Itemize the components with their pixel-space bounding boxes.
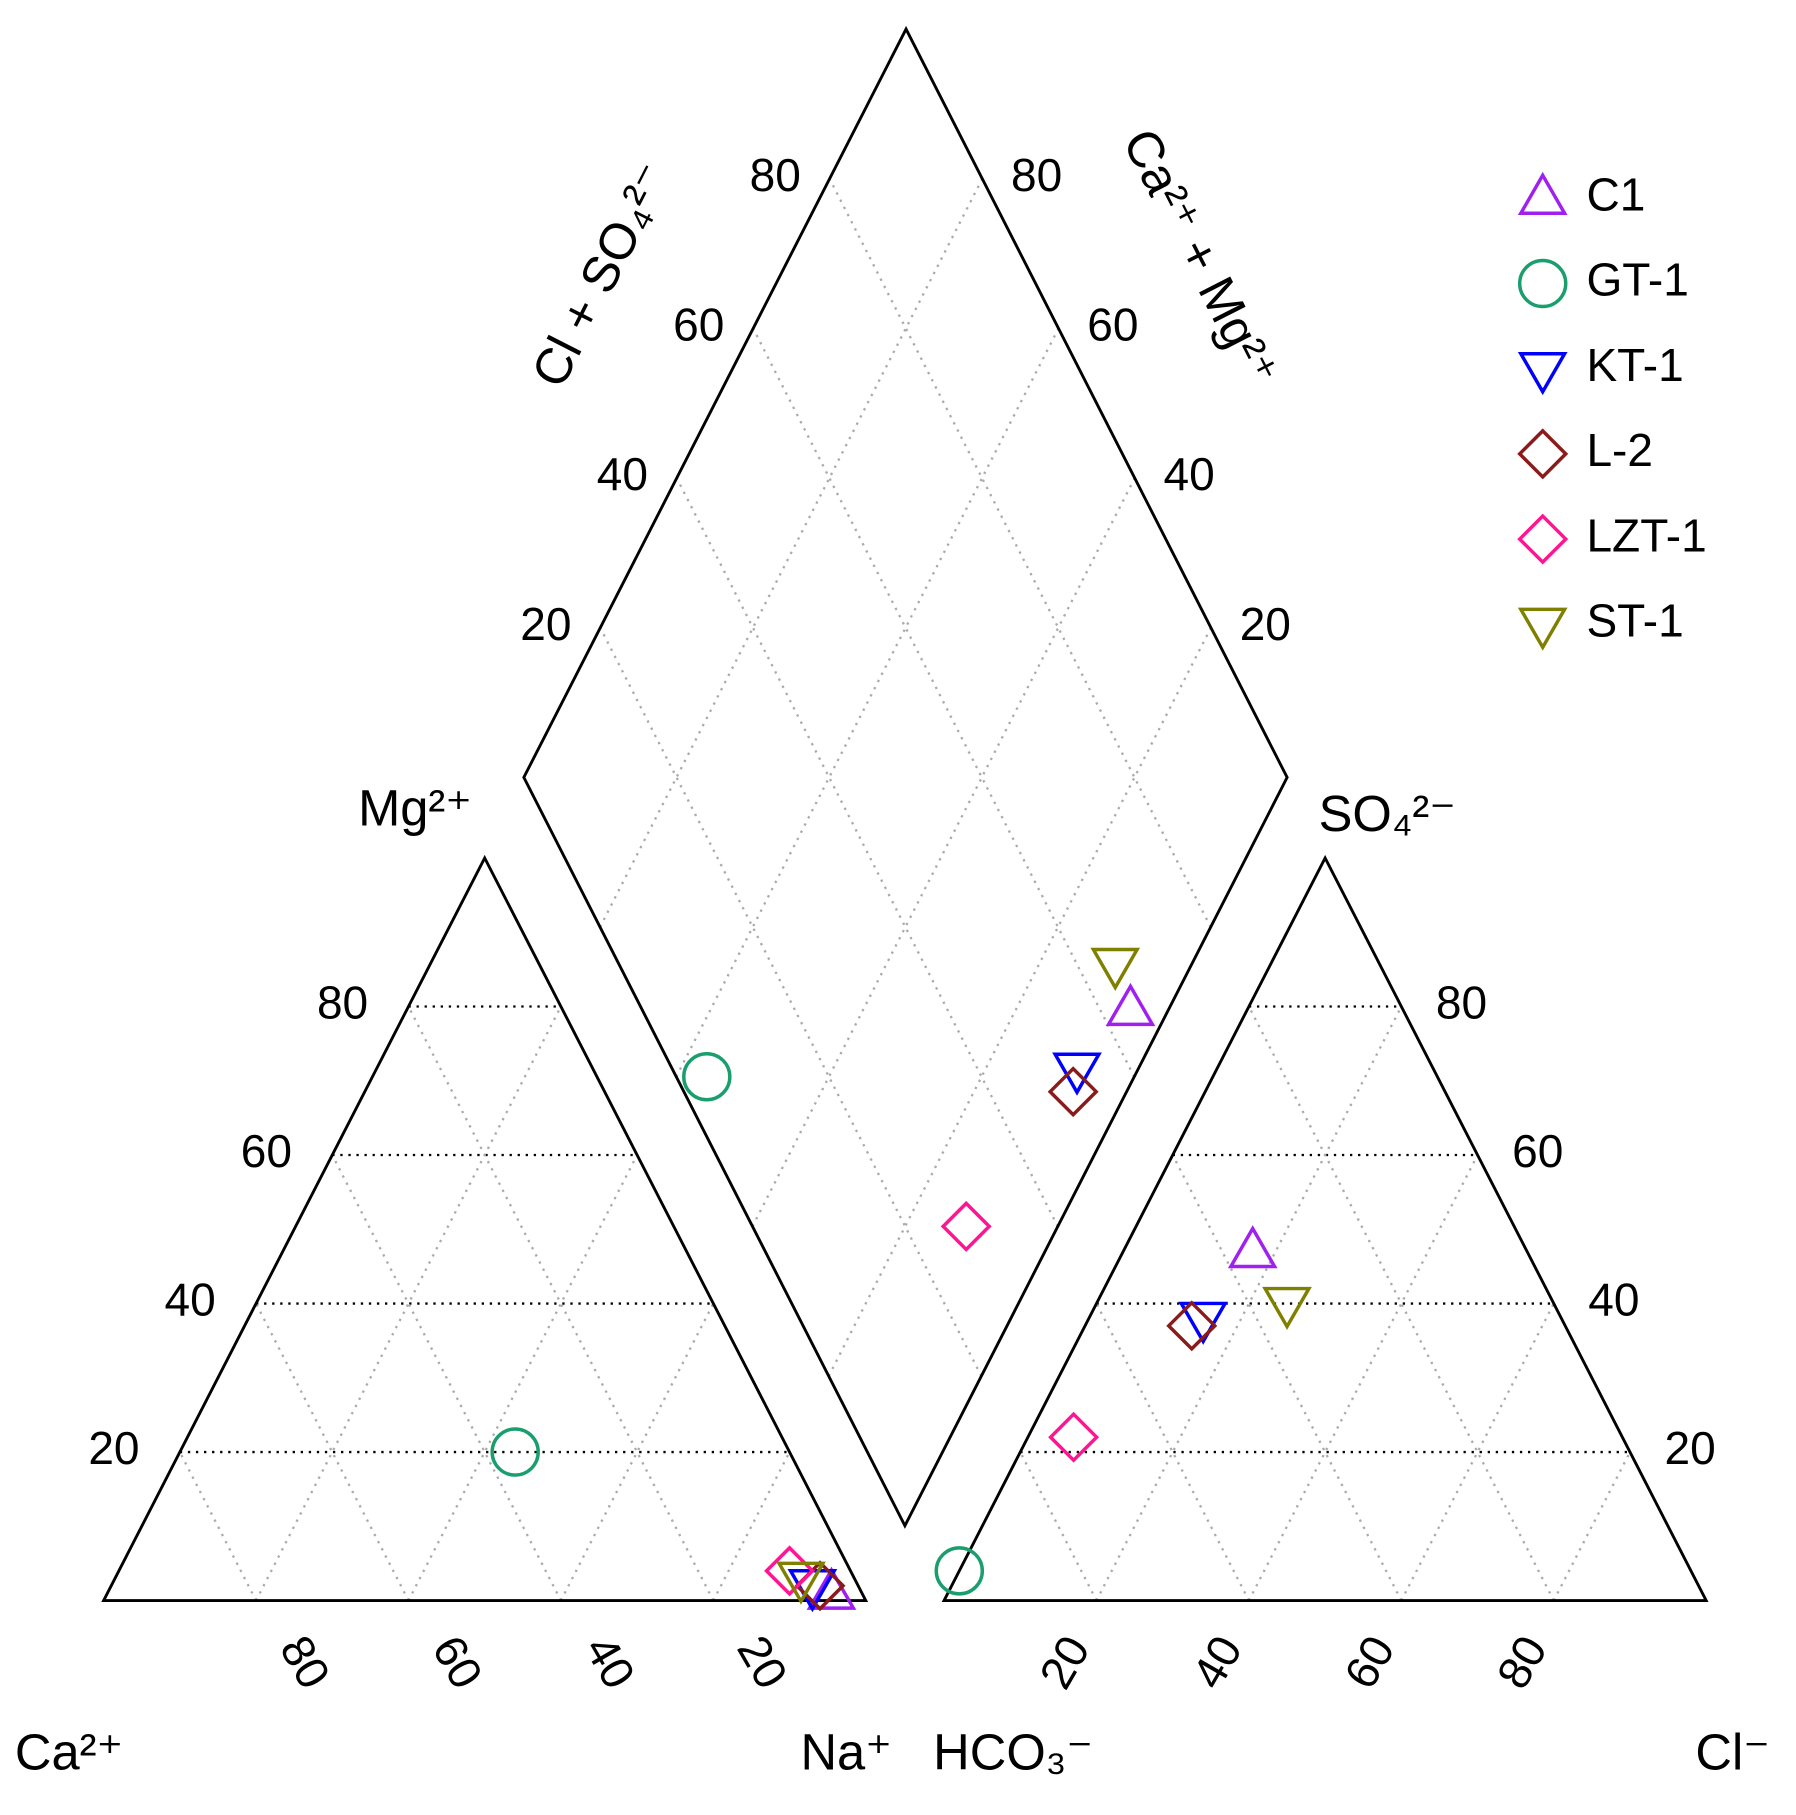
legend-marker (1517, 258, 1568, 309)
anion-point (934, 1546, 985, 1596)
hco3-label: HCO₃⁻ (933, 1723, 1093, 1780)
grid-line (1019, 1451, 1098, 1602)
legend-marker (1517, 352, 1568, 396)
grid-line (407, 1005, 715, 1602)
cl-so4-label: Cl + SO₄²⁻ (520, 154, 681, 396)
grid-line (827, 627, 1212, 1377)
grid-line (1171, 1154, 1403, 1602)
legend-marker (1517, 513, 1569, 565)
grid-line (1247, 1005, 1555, 1602)
anion-triangle (941, 854, 1709, 1603)
mg-tick-label: 60 (241, 1125, 292, 1177)
ca-mg-tick-label: 20 (1240, 598, 1291, 650)
so4-tick-label: 20 (1665, 1422, 1716, 1474)
grid-line (599, 178, 984, 928)
grid-line (1247, 1154, 1479, 1602)
ca-mg-label: Ca²⁺ + Mg²⁺ (1112, 120, 1290, 395)
cl-tick-label: 40 (1181, 1627, 1252, 1697)
grid-line (407, 1154, 639, 1602)
anion-point (1178, 1301, 1229, 1345)
ca-mg-tick-label: 40 (1163, 448, 1214, 500)
so4-label: SO₄²⁻ (1319, 785, 1456, 842)
cation-point (490, 1427, 540, 1477)
grid-line (1095, 1005, 1403, 1602)
ca-tick-label: 20 (727, 1627, 798, 1697)
cl-label: Cl⁻ (1695, 1723, 1770, 1780)
cation-point (776, 1561, 826, 1605)
grid-line (178, 1451, 258, 1602)
so4-tick-label: 40 (1588, 1274, 1639, 1326)
so4-tick-label: 80 (1436, 977, 1487, 1029)
mg-tick-label: 40 (165, 1274, 216, 1326)
ca-label: Ca²⁺ (15, 1723, 123, 1780)
cl-so4-tick-label: 60 (673, 299, 724, 351)
cl-so4-tick-label: 20 (520, 598, 571, 650)
ca-mg-tick-label: 60 (1087, 299, 1138, 351)
na-label: Na⁺ (800, 1723, 891, 1780)
legend-label: KT-1 (1586, 339, 1683, 391)
anion-point (1227, 1225, 1278, 1269)
diamond-point (682, 1051, 732, 1102)
cl-so4-tick-label: 80 (750, 149, 801, 201)
diamond-point (1090, 947, 1141, 991)
cl-so4-tick-label: 40 (597, 448, 648, 500)
anion-point (1262, 1286, 1312, 1331)
legend-label: LZT-1 (1586, 509, 1706, 561)
legend-label: GT-1 (1586, 254, 1688, 306)
legend-label: ST-1 (1586, 594, 1683, 646)
grid-line (828, 178, 1212, 928)
legend-marker (1517, 428, 1569, 480)
legend-marker (1517, 607, 1568, 651)
cl-tick-label: 20 (1029, 1627, 1100, 1697)
grid-line (1552, 1451, 1632, 1602)
cl-tick-label: 60 (1334, 1627, 1405, 1697)
diamond (522, 25, 1289, 1529)
mg-tick-label: 80 (317, 977, 368, 1029)
grid-line (752, 327, 1136, 1078)
diamond-point (1105, 982, 1156, 1027)
grid-line (599, 627, 983, 1377)
legend-marker (1517, 171, 1568, 216)
legend-label: L-2 (1586, 424, 1653, 476)
anion-point (1166, 1300, 1218, 1352)
grid-line (751, 477, 1136, 1227)
legend-label: C1 (1586, 168, 1645, 220)
so4-tick-label: 60 (1512, 1125, 1563, 1177)
anion-point (1048, 1411, 1100, 1463)
grid-line (712, 1451, 791, 1602)
cation-triangle (101, 854, 869, 1603)
cl-tick-label: 80 (1486, 1627, 1557, 1697)
cation-point (806, 1566, 857, 1610)
ca-tick-label: 80 (270, 1627, 341, 1697)
grid-line (675, 327, 1060, 1078)
diamond-point (940, 1200, 992, 1252)
ca-tick-label: 60 (423, 1627, 494, 1697)
diamond-point (1047, 1066, 1099, 1118)
ca-tick-label: 40 (575, 1627, 646, 1697)
ca-mg-tick-label: 80 (1011, 149, 1062, 201)
mg-label: Mg²⁺ (358, 779, 472, 836)
grid-line (255, 1005, 562, 1602)
mg-tick-label: 20 (88, 1422, 139, 1474)
grid-line (331, 1154, 562, 1602)
diamond-point (1052, 1052, 1102, 1096)
grid-line (675, 477, 1059, 1227)
